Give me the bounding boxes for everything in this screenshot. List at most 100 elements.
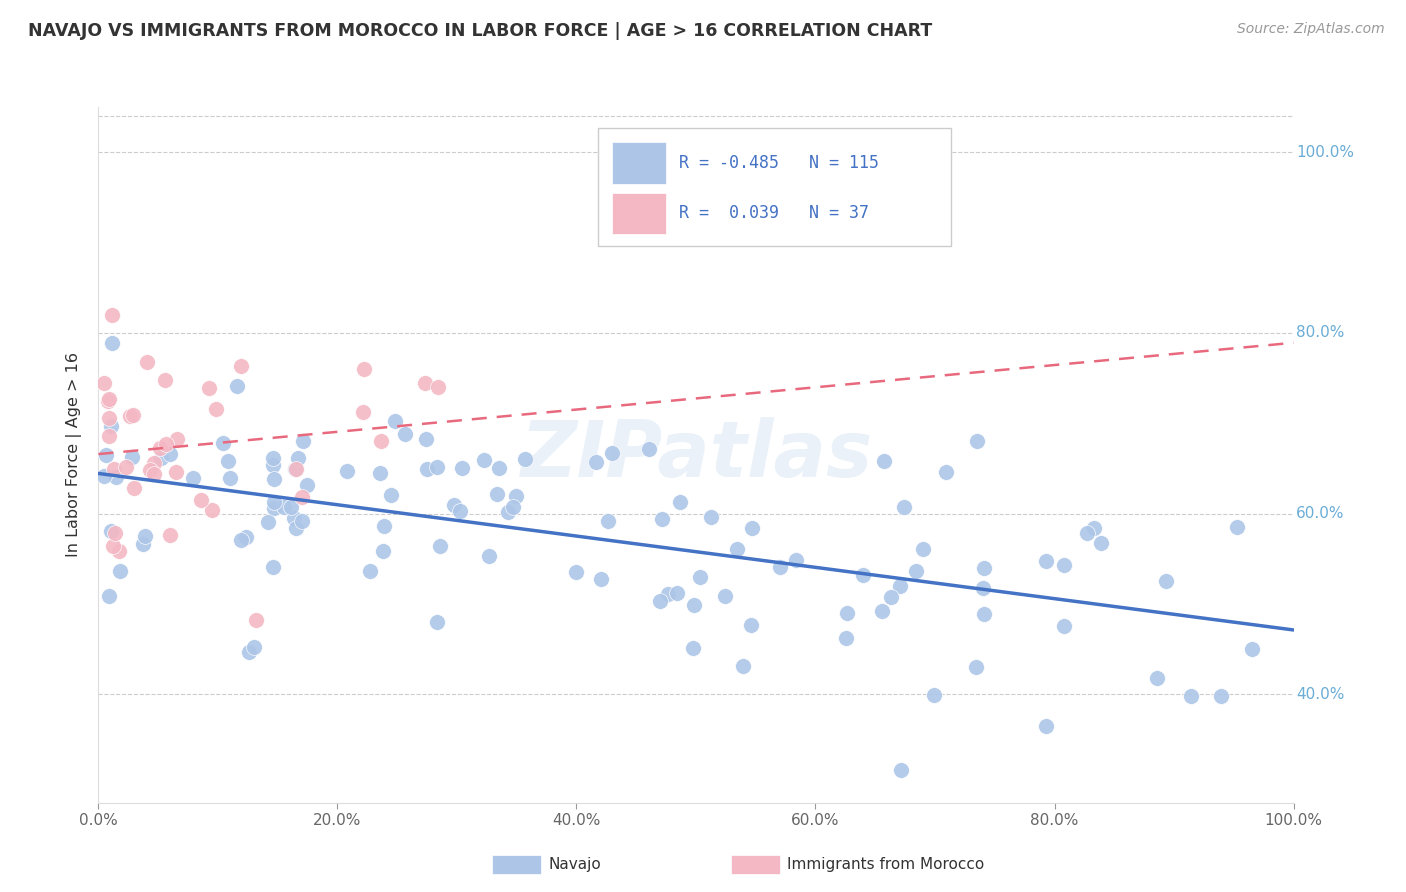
Point	[155, 437, 177, 451]
Point	[97, 590, 120, 604]
Point	[283, 511, 305, 525]
Point	[238, 645, 260, 659]
Point	[181, 471, 204, 485]
Point	[426, 380, 449, 394]
Point	[904, 564, 927, 578]
Point	[205, 402, 228, 417]
Point	[353, 362, 375, 376]
Point	[668, 495, 690, 509]
Point	[502, 500, 524, 514]
Point	[426, 615, 449, 629]
Point	[600, 445, 623, 459]
Point	[359, 565, 381, 579]
Bar	[612, 142, 666, 184]
Point	[890, 763, 912, 777]
Point	[139, 463, 162, 477]
Point	[290, 491, 312, 505]
Point	[273, 500, 295, 514]
Point	[889, 579, 911, 593]
Point	[415, 432, 437, 446]
Point	[132, 537, 155, 551]
Bar	[612, 193, 666, 235]
Y-axis label: In Labor Force | Age > 16: In Labor Force | Age > 16	[66, 352, 83, 558]
FancyBboxPatch shape	[598, 128, 950, 246]
Point	[284, 462, 307, 476]
Point	[114, 460, 136, 475]
Point	[585, 455, 607, 469]
Point	[852, 567, 875, 582]
Point	[870, 604, 893, 618]
Text: 80.0%: 80.0%	[1296, 326, 1344, 341]
Point	[472, 453, 495, 467]
Point	[287, 450, 309, 465]
Text: Navajo: Navajo	[548, 857, 602, 871]
Point	[229, 359, 252, 373]
Point	[105, 470, 128, 484]
Text: R =  0.039   N = 37: R = 0.039 N = 37	[679, 204, 869, 222]
Point	[121, 408, 143, 422]
Point	[513, 452, 536, 467]
Point	[165, 465, 187, 479]
Point	[488, 461, 510, 475]
Point	[1146, 671, 1168, 685]
Point	[912, 541, 935, 556]
Point	[740, 617, 762, 632]
Point	[121, 450, 143, 464]
Point	[935, 466, 957, 480]
Point	[226, 378, 249, 392]
Point	[262, 458, 284, 472]
Point	[98, 392, 121, 406]
Point	[257, 515, 280, 529]
Point	[648, 593, 671, 607]
Point	[149, 441, 172, 455]
Point	[384, 414, 406, 428]
Point	[100, 419, 122, 434]
Point	[1154, 574, 1177, 589]
Point	[98, 410, 121, 425]
Point	[97, 394, 120, 409]
Point	[285, 521, 308, 535]
Point	[263, 495, 285, 509]
Point	[1053, 558, 1076, 572]
Point	[245, 613, 267, 627]
Point	[371, 543, 394, 558]
Point	[394, 427, 416, 442]
Point	[352, 405, 374, 419]
Point	[380, 488, 402, 502]
Point	[1180, 689, 1202, 703]
Point	[100, 524, 122, 538]
Point	[769, 559, 792, 574]
Point	[565, 566, 588, 580]
Point	[835, 631, 858, 645]
Point	[1240, 641, 1263, 656]
Point	[97, 429, 120, 443]
Point	[291, 514, 314, 528]
Point	[973, 561, 995, 575]
Point	[1076, 526, 1098, 541]
Point	[373, 518, 395, 533]
Point	[714, 589, 737, 603]
Point	[124, 481, 146, 495]
Point	[893, 500, 915, 515]
Point	[336, 464, 359, 478]
Point	[108, 544, 131, 558]
Point	[485, 486, 508, 500]
Point	[120, 409, 142, 423]
Point	[922, 688, 945, 702]
Point	[965, 659, 987, 673]
Point	[263, 500, 285, 515]
Point	[725, 541, 748, 556]
Point	[94, 448, 117, 462]
Point	[136, 354, 159, 368]
Text: NAVAJO VS IMMIGRANTS FROM MOROCCO IN LABOR FORCE | AGE > 16 CORRELATION CHART: NAVAJO VS IMMIGRANTS FROM MOROCCO IN LAB…	[28, 22, 932, 40]
Point	[101, 336, 124, 351]
Point	[93, 469, 115, 483]
Point	[496, 505, 519, 519]
Point	[451, 461, 474, 475]
Point	[143, 467, 166, 481]
Point	[1209, 689, 1232, 703]
Point	[880, 590, 903, 604]
Point	[218, 471, 240, 485]
Point	[93, 376, 115, 391]
Point	[235, 530, 257, 544]
